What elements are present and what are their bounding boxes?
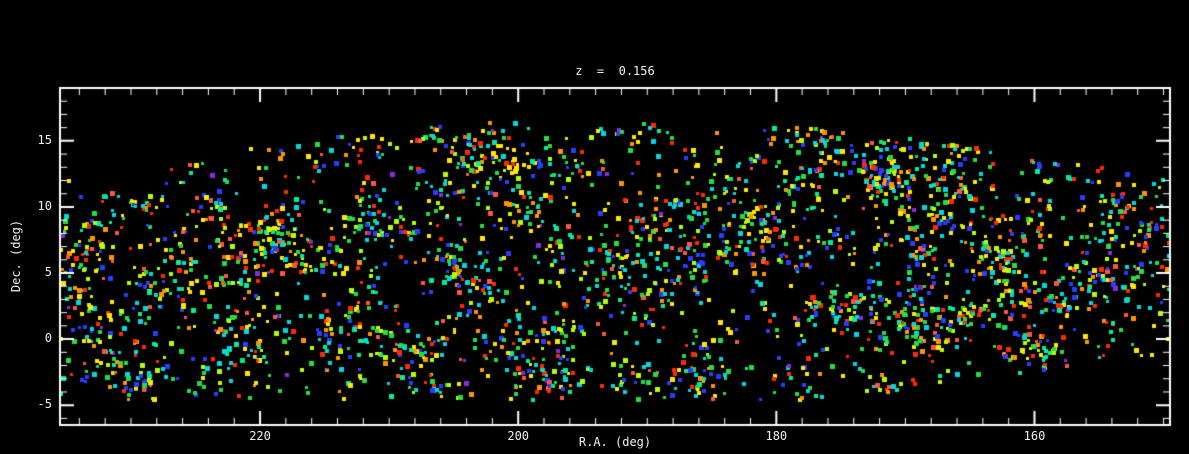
y-tick-label: 5 [44, 265, 52, 280]
x-tick-label: 200 [507, 429, 530, 443]
x-axis-label: R.A. (deg) [578, 435, 652, 449]
y-axis-label: Dec. (deg) [9, 219, 23, 293]
y-tick-label: 15 [37, 132, 52, 147]
x-tick-label: 180 [765, 429, 788, 443]
x-tick-label: 220 [249, 429, 271, 443]
plot-title: z = 0.156 [575, 64, 655, 78]
y-tick-label: 10 [37, 198, 52, 213]
x-tick-label: 160 [1023, 429, 1046, 443]
y-tick-label: 0 [44, 331, 52, 346]
y-tick-label: -5 [37, 397, 52, 412]
